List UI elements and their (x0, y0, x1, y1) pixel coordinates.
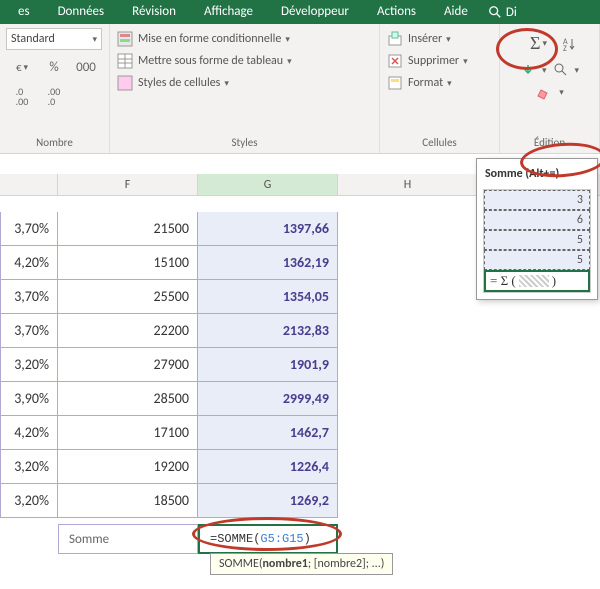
svg-text:Z: Z (563, 44, 567, 52)
group-label-styles: Styles (116, 136, 373, 151)
number-format-select[interactable]: Standard▾ (6, 28, 102, 50)
find-icon[interactable] (553, 62, 569, 78)
insert-button[interactable]: Insérer▾ (386, 28, 493, 50)
cell-g[interactable]: 2132,83 (198, 314, 338, 348)
cell-h[interactable] (338, 212, 478, 246)
cell-e[interactable]: 3,20% (0, 450, 58, 484)
cell-e[interactable]: 3,90% (0, 382, 58, 416)
cell-e[interactable]: 3,70% (0, 212, 58, 246)
table-row: 3,20%279001901,9 (0, 348, 600, 382)
sort-icon[interactable]: AZ (561, 36, 577, 52)
cell-g[interactable]: 1462,7 (198, 416, 338, 450)
col-header-h[interactable]: H (338, 174, 478, 195)
cell-h[interactable] (338, 246, 478, 280)
cell-g[interactable]: 1269,2 (198, 484, 338, 518)
popup-title: Somme (Alt+=) (483, 165, 591, 183)
tab-revision[interactable]: Révision (118, 0, 190, 24)
group-label-nombre: Nombre (6, 136, 103, 151)
cell-h[interactable] (338, 450, 478, 484)
cell-f[interactable]: 25500 (58, 280, 198, 314)
group-styles: Mise en forme conditionnelle▾ Mettre sou… (110, 24, 380, 153)
tab-donnees[interactable]: Données (44, 0, 119, 24)
cell-e[interactable]: 3,20% (0, 348, 58, 382)
group-label-edition: Édition (506, 136, 593, 151)
cell-f[interactable]: 21500 (58, 212, 198, 246)
cell-e[interactable]: 4,20% (0, 416, 58, 450)
table-row: 3,20%185001269,2 (0, 484, 600, 518)
format-button[interactable]: Format▾ (386, 72, 493, 94)
currency-button[interactable]: €▾ (6, 54, 38, 80)
conditional-format-button[interactable]: Mise en forme conditionnelle▾ (116, 28, 373, 50)
percent-button[interactable]: % (38, 54, 70, 80)
sum-label-cell[interactable]: Somme (58, 524, 198, 554)
table-row: 4,20%171001462,7 (0, 416, 600, 450)
popup-mini-sheet: 3 6 5 5 = Σ ( ) (483, 189, 591, 293)
search-icon[interactable]: Di (488, 5, 517, 20)
fill-down-icon[interactable] (520, 62, 536, 78)
thousands-button[interactable]: 000 (70, 54, 102, 80)
cell-e[interactable]: 4,20% (0, 246, 58, 280)
table-row: 3,20%192001226,4 (0, 450, 600, 484)
group-edition: Σ ▾ AZ ▾ ▾ ▾ Édition (500, 24, 600, 153)
ribbon-tabs: es Données Révision Affichage Développeu… (0, 0, 600, 24)
cell-e[interactable]: 3,70% (0, 314, 58, 348)
autosum-tooltip-popup: Somme (Alt+=) 3 6 5 5 = Σ ( ) (476, 158, 598, 300)
cell-f[interactable]: 22200 (58, 314, 198, 348)
tab-aide[interactable]: Aide (430, 0, 482, 24)
cell-e[interactable]: 3,20% (0, 484, 58, 518)
increase-decimal-button[interactable]: .00.0 (38, 84, 70, 110)
cell-f[interactable]: 15100 (58, 246, 198, 280)
cell-h[interactable] (338, 416, 478, 450)
cell-f[interactable]: 18500 (58, 484, 198, 518)
table-row: 3,90%285002999,49 (0, 382, 600, 416)
cell-f[interactable]: 27900 (58, 348, 198, 382)
cell-g[interactable]: 1354,05 (198, 280, 338, 314)
cell-g[interactable]: 1397,66 (198, 212, 338, 246)
autosum-button[interactable]: Σ ▾ (522, 31, 555, 56)
group-cellules: Insérer▾ Supprimer▾ Format▾ Cellules (380, 24, 500, 153)
cell-g[interactable]: 1362,19 (198, 246, 338, 280)
ribbon-body: Standard▾ €▾ % 000 .0.00 .00.0 Nombre Mi… (0, 24, 600, 154)
col-header-g[interactable]: G (198, 174, 338, 195)
sum-row: Somme =SOMME(G5:G15) (0, 524, 600, 554)
clear-icon[interactable] (535, 84, 553, 100)
col-header-f[interactable]: F (58, 174, 198, 195)
cell-g[interactable]: 2999,49 (198, 382, 338, 416)
group-label-cellules: Cellules (386, 136, 493, 151)
cell-h[interactable] (338, 280, 478, 314)
popup-sum-preview: = Σ ( ) (484, 270, 590, 292)
cell-styles-button[interactable]: Styles de cellules▾ (116, 72, 373, 94)
cell-e[interactable]: 3,70% (0, 280, 58, 314)
cell-g[interactable]: 1901,9 (198, 348, 338, 382)
group-nombre: Standard▾ €▾ % 000 .0.00 .00.0 Nombre (0, 24, 110, 153)
cell-h[interactable] (338, 348, 478, 382)
formula-editing-cell[interactable]: =SOMME(G5:G15) (198, 524, 338, 554)
tab-actions[interactable]: Actions (363, 0, 430, 24)
cell-h[interactable] (338, 314, 478, 348)
format-as-table-button[interactable]: Mettre sous forme de tableau▾ (116, 50, 373, 72)
cell-f[interactable]: 17100 (58, 416, 198, 450)
function-tooltip: SOMME(nombre1; [nombre2]; ...) (210, 553, 393, 575)
delete-button[interactable]: Supprimer▾ (386, 50, 493, 72)
cell-f[interactable]: 28500 (58, 382, 198, 416)
cell-g[interactable]: 1226,4 (198, 450, 338, 484)
tab-es[interactable]: es (4, 0, 44, 24)
decrease-decimal-button[interactable]: .0.00 (6, 84, 38, 110)
cell-f[interactable]: 19200 (58, 450, 198, 484)
cell-h[interactable] (338, 484, 478, 518)
tab-developpeur[interactable]: Développeur (267, 0, 363, 24)
tab-affichage[interactable]: Affichage (190, 0, 267, 24)
table-row: 3,70%222002132,83 (0, 314, 600, 348)
cell-h[interactable] (338, 382, 478, 416)
